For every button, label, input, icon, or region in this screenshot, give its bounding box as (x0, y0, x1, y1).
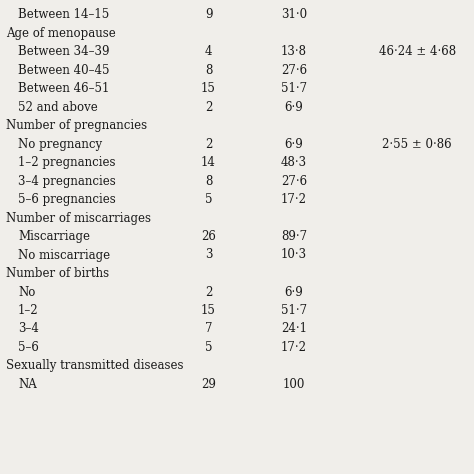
Text: 15: 15 (201, 304, 216, 317)
Text: Number of pregnancies: Number of pregnancies (6, 119, 147, 132)
Text: No pregnancy: No pregnancy (18, 137, 102, 151)
Text: 3: 3 (205, 248, 212, 262)
Text: 51·7: 51·7 (281, 304, 307, 317)
Text: 51·7: 51·7 (281, 82, 307, 95)
Text: 14: 14 (201, 156, 216, 169)
Text: 2: 2 (205, 100, 212, 113)
Text: 9: 9 (205, 8, 212, 21)
Text: 100: 100 (283, 378, 305, 391)
Text: Between 40–45: Between 40–45 (18, 64, 109, 76)
Text: 8: 8 (205, 64, 212, 76)
Text: 48·3: 48·3 (281, 156, 307, 169)
Text: Sexually transmitted diseases: Sexually transmitted diseases (6, 359, 183, 373)
Text: 6·9: 6·9 (284, 285, 303, 299)
Text: NA: NA (18, 378, 37, 391)
Text: Between 46–51: Between 46–51 (18, 82, 109, 95)
Text: 7: 7 (205, 322, 212, 336)
Text: 4: 4 (205, 45, 212, 58)
Text: 2·55 ± 0·86: 2·55 ± 0·86 (383, 137, 452, 151)
Text: 52 and above: 52 and above (18, 100, 98, 113)
Text: 3–4 pregnancies: 3–4 pregnancies (18, 174, 116, 188)
Text: Age of menopause: Age of menopause (6, 27, 116, 39)
Text: 5–6: 5–6 (18, 341, 39, 354)
Text: 27·6: 27·6 (281, 64, 307, 76)
Text: 24·1: 24·1 (281, 322, 307, 336)
Text: 10·3: 10·3 (281, 248, 307, 262)
Text: 17·2: 17·2 (281, 193, 307, 206)
Text: 29: 29 (201, 378, 216, 391)
Text: 1–2 pregnancies: 1–2 pregnancies (18, 156, 116, 169)
Text: 26: 26 (201, 230, 216, 243)
Text: 3–4: 3–4 (18, 322, 39, 336)
Text: 8: 8 (205, 174, 212, 188)
Text: 89·7: 89·7 (281, 230, 307, 243)
Text: Between 34–39: Between 34–39 (18, 45, 109, 58)
Text: 2: 2 (205, 137, 212, 151)
Text: 46·24 ± 4·68: 46·24 ± 4·68 (379, 45, 456, 58)
Text: 5: 5 (205, 341, 212, 354)
Text: No miscarriage: No miscarriage (18, 248, 110, 262)
Text: Between 14–15: Between 14–15 (18, 8, 109, 21)
Text: Number of births: Number of births (6, 267, 109, 280)
Text: 15: 15 (201, 82, 216, 95)
Text: 6·9: 6·9 (284, 137, 303, 151)
Text: 27·6: 27·6 (281, 174, 307, 188)
Text: Number of miscarriages: Number of miscarriages (6, 211, 151, 225)
Text: 2: 2 (205, 285, 212, 299)
Text: 13·8: 13·8 (281, 45, 307, 58)
Text: 5–6 pregnancies: 5–6 pregnancies (18, 193, 116, 206)
Text: 6·9: 6·9 (284, 100, 303, 113)
Text: 31·0: 31·0 (281, 8, 307, 21)
Text: 5: 5 (205, 193, 212, 206)
Text: 17·2: 17·2 (281, 341, 307, 354)
Text: Miscarriage: Miscarriage (18, 230, 90, 243)
Text: No: No (18, 285, 36, 299)
Text: 1–2: 1–2 (18, 304, 38, 317)
